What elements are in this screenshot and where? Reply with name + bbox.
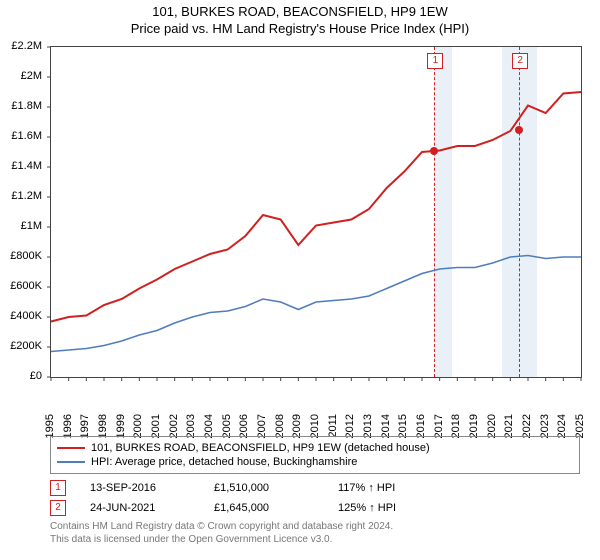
marker-dot xyxy=(515,126,523,134)
x-tick-label: 2014 xyxy=(380,414,392,438)
chart-wrap: { "title_line1": "101, BURKES ROAD, BEAC… xyxy=(0,0,600,560)
y-tick-label: £0 xyxy=(30,370,42,382)
x-tick-label: 2005 xyxy=(221,414,233,438)
x-tick-label: 1995 xyxy=(44,414,56,438)
legend-swatch-1 xyxy=(57,447,85,449)
x-tick-label: 2013 xyxy=(362,414,374,438)
x-tick-label: 2025 xyxy=(574,414,586,438)
series-line xyxy=(51,256,581,352)
legend-label-1: 101, BURKES ROAD, BEACONSFIELD, HP9 1EW … xyxy=(91,442,430,454)
marker-number-box: 1 xyxy=(50,480,66,496)
y-tick-label: £1M xyxy=(21,220,42,232)
marker-data-row: 2 24-JUN-2021 £1,645,000 125% ↑ HPI xyxy=(50,498,580,518)
marker-dot xyxy=(430,147,438,155)
x-tick-label: 2021 xyxy=(503,414,515,438)
x-axis-labels: 1995199619971998199920002001200220032004… xyxy=(50,380,580,434)
x-tick-label: 2004 xyxy=(203,414,215,438)
x-tick-label: 2012 xyxy=(344,414,356,438)
x-tick-label: 2001 xyxy=(150,414,162,438)
marker-data-row: 1 13-SEP-2016 £1,510,000 117% ↑ HPI xyxy=(50,478,580,498)
x-tick-label: 2024 xyxy=(556,414,568,438)
marker-data-rows: 1 13-SEP-2016 £1,510,000 117% ↑ HPI 2 24-JUN-… xyxy=(50,478,580,518)
marker-price: £1,645,000 xyxy=(214,502,314,514)
x-tick-label: 2002 xyxy=(168,414,180,438)
legend-row: HPI: Average price, detached house, Buck… xyxy=(57,455,573,469)
x-tick-label: 1997 xyxy=(79,414,91,438)
x-tick-label: 2000 xyxy=(132,414,144,438)
marker-date: 13-SEP-2016 xyxy=(90,482,190,494)
y-tick-label: £1.2M xyxy=(11,190,42,202)
x-tick-label: 1996 xyxy=(62,414,74,438)
x-tick-label: 2018 xyxy=(450,414,462,438)
marker-number-box: 1 xyxy=(427,53,443,69)
x-tick-label: 2009 xyxy=(291,414,303,438)
x-tick-label: 2020 xyxy=(486,414,498,438)
chart-plot-area: 12 xyxy=(50,46,582,378)
x-tick-label: 2003 xyxy=(185,414,197,438)
marker-price: £1,510,000 xyxy=(214,482,314,494)
x-tick-label: 2006 xyxy=(238,414,250,438)
y-tick-label: £2.2M xyxy=(11,40,42,52)
y-tick-label: £1.8M xyxy=(11,100,42,112)
chart-lines-svg xyxy=(51,47,581,377)
series-line xyxy=(51,92,581,322)
x-tick-label: 2010 xyxy=(309,414,321,438)
x-tick-label: 2022 xyxy=(521,414,533,438)
y-tick-label: £600K xyxy=(10,280,42,292)
legend-swatch-2 xyxy=(57,461,85,463)
y-tick-label: £400K xyxy=(10,310,42,322)
x-tick-label: 2017 xyxy=(433,414,445,438)
x-tick-label: 2023 xyxy=(539,414,551,438)
marker-pct: 125% ↑ HPI xyxy=(338,502,438,514)
footer-line-2: This data is licensed under the Open Gov… xyxy=(50,533,580,546)
x-tick-label: 2019 xyxy=(468,414,480,438)
x-tick-label: 2015 xyxy=(397,414,409,438)
x-tick-label: 2016 xyxy=(415,414,427,438)
x-tick-label: 2008 xyxy=(274,414,286,438)
marker-pct: 117% ↑ HPI xyxy=(338,482,438,494)
legend-row: 101, BURKES ROAD, BEACONSFIELD, HP9 1EW … xyxy=(57,441,573,455)
legend: 101, BURKES ROAD, BEACONSFIELD, HP9 1EW … xyxy=(50,436,580,474)
marker-number-box: 2 xyxy=(512,53,528,69)
x-tick-label: 2011 xyxy=(327,414,339,438)
y-tick-label: £2M xyxy=(21,70,42,82)
y-tick-label: £800K xyxy=(10,250,42,262)
marker-number-box: 2 xyxy=(50,500,66,516)
y-axis-labels: £0£200K£400K£600K£800K£1M£1.2M£1.4M£1.6M… xyxy=(0,46,46,376)
legend-label-2: HPI: Average price, detached house, Buck… xyxy=(91,456,357,468)
x-tick-label: 2007 xyxy=(256,414,268,438)
y-tick-label: £1.6M xyxy=(11,130,42,142)
y-tick-label: £200K xyxy=(10,340,42,352)
footer-line-1: Contains HM Land Registry data © Crown c… xyxy=(50,520,580,533)
chart-title-1: 101, BURKES ROAD, BEACONSFIELD, HP9 1EW xyxy=(0,4,600,19)
chart-title-2: Price paid vs. HM Land Registry's House … xyxy=(0,21,600,36)
marker-date: 24-JUN-2021 xyxy=(90,502,190,514)
x-tick-label: 1999 xyxy=(115,414,127,438)
x-tick-label: 1998 xyxy=(97,414,109,438)
chart-footer: Contains HM Land Registry data © Crown c… xyxy=(50,520,580,546)
y-tick-label: £1.4M xyxy=(11,160,42,172)
